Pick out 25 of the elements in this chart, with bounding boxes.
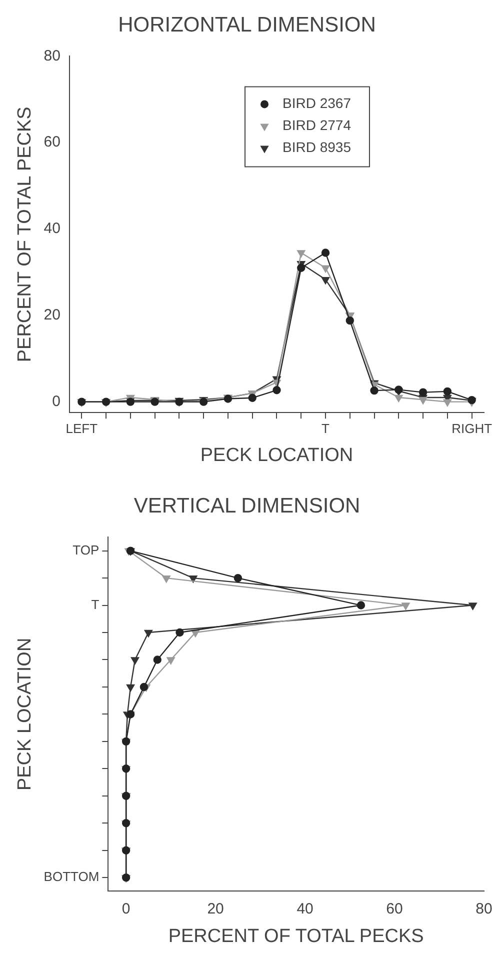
legend-label: BIRD 2774 [282,117,352,134]
y-tick-label: T [91,596,100,612]
y-tick-label: BOTTOM [44,869,100,884]
x-tick-label: 40 [296,900,314,918]
legend-label: BIRD 8935 [282,139,352,156]
y-tick-label: 20 [44,306,60,324]
y-tick-label: 40 [44,220,60,238]
y-tick-label: 60 [44,134,60,151]
x-tick-label: 60 [386,900,403,918]
legend-label: BIRD 2367 [282,95,352,112]
x-tick-label: 20 [207,900,224,918]
x-tick-label: 0 [122,900,130,918]
y-axis-title: PECK LOCATION [14,638,36,791]
x-axis-title: PECK LOCATION [200,444,354,466]
x-tick-label: 80 [476,900,492,918]
y-axis-title: PERCENT OF TOTAL PECKS [14,106,36,362]
x-tick-label: RIGHT [452,420,492,436]
x-tick-label: LEFT [66,420,98,436]
y-tick-label: 80 [44,47,60,64]
y-tick-label: TOP [72,542,100,558]
chart-title: HORIZONTAL DIMENSION [118,13,376,36]
chart-title: VERTICAL DIMENSION [134,494,360,518]
x-axis-title: PERCENT OF TOTAL PECKS [168,926,424,947]
x-tick-label: T [322,420,330,436]
y-tick-label: 0 [52,392,60,410]
